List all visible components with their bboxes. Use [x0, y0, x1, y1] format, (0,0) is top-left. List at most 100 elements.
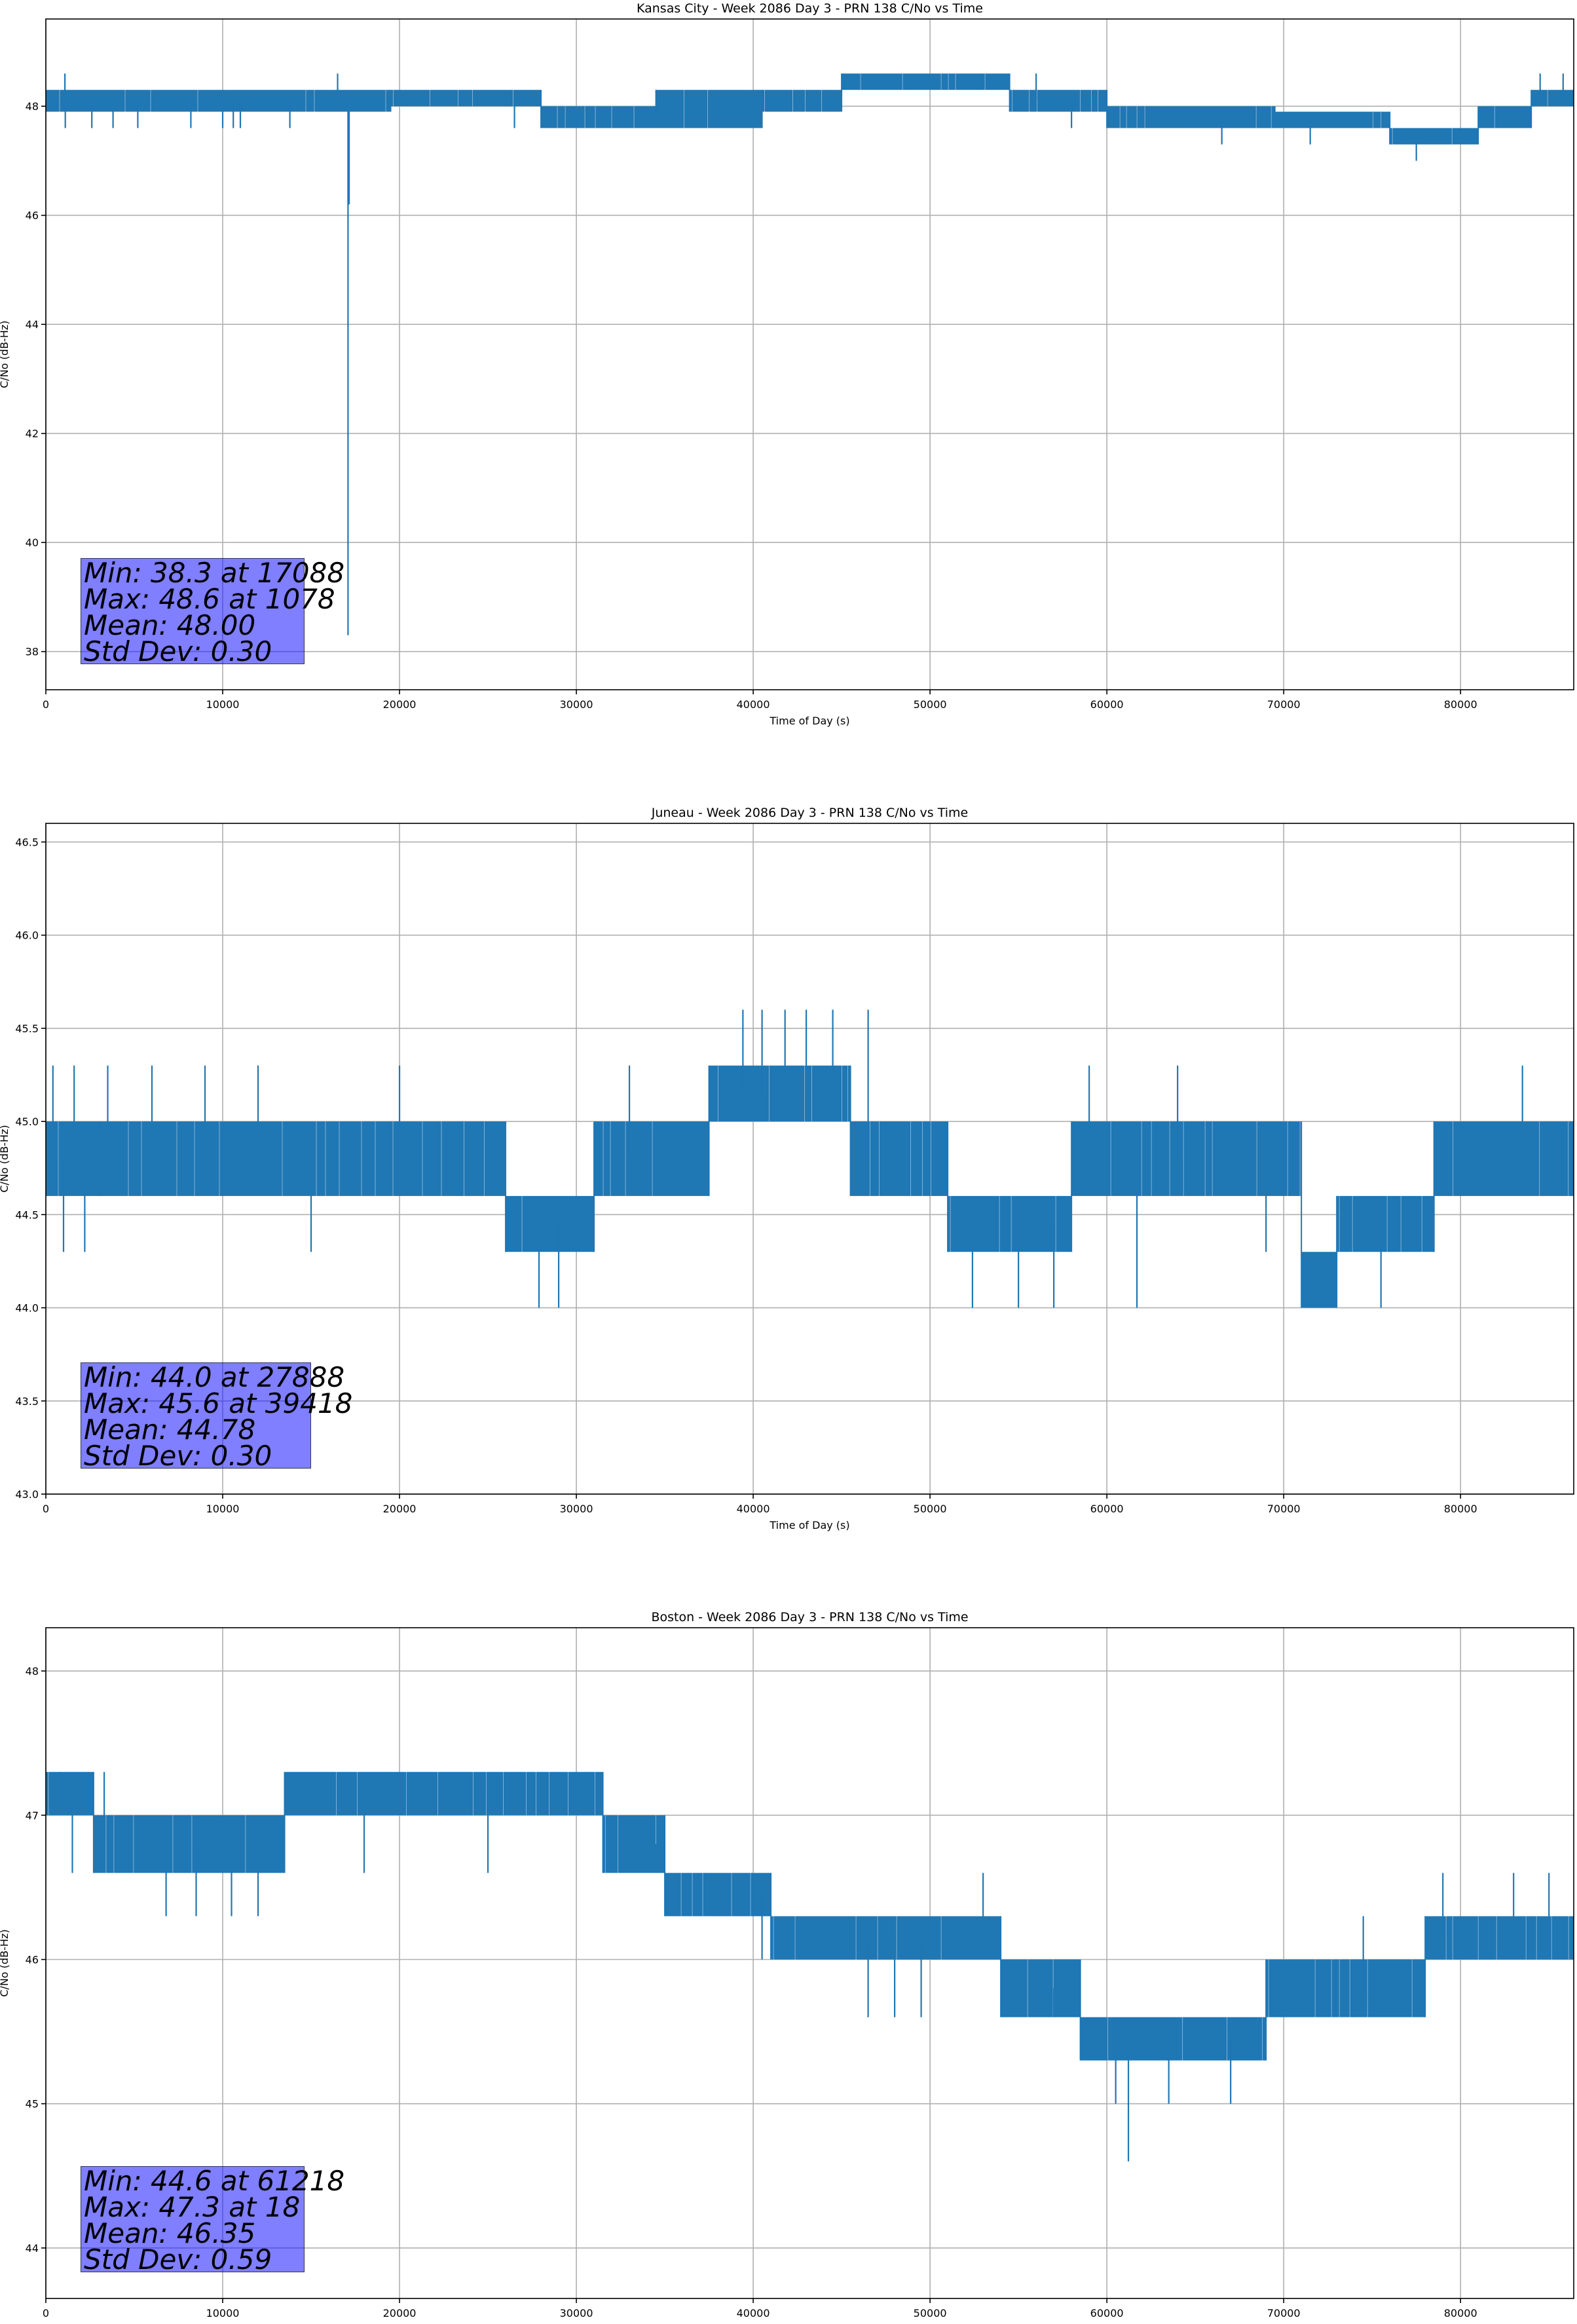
- series-line: [46, 73, 1574, 635]
- x-tick-label: 10000: [206, 2307, 240, 2319]
- data-band: [656, 90, 762, 128]
- x-tick-label: 50000: [914, 2307, 947, 2319]
- y-tick-label: 46: [26, 1953, 39, 1966]
- data-band: [1274, 111, 1390, 128]
- data-band: [1001, 1959, 1081, 2017]
- y-tick-label: 48: [26, 1665, 39, 1677]
- data-band: [390, 90, 542, 107]
- data-band: [762, 90, 842, 112]
- data-band: [665, 1873, 771, 1917]
- data-band: [603, 1815, 665, 1873]
- data-band: [709, 1065, 851, 1122]
- x-tick-label: 0: [43, 2307, 49, 2319]
- x-tick-label: 10000: [206, 698, 240, 711]
- x-tick-label: 30000: [560, 2307, 593, 2319]
- x-tick-label: 30000: [560, 1503, 593, 1515]
- series-line: [46, 1009, 1574, 1308]
- data-band: [99, 1121, 462, 1196]
- data-band: [1080, 2017, 1267, 2061]
- stats-line: Std Dev: 0.59: [84, 2243, 272, 2276]
- data-band: [842, 73, 1010, 90]
- data-band: [1531, 90, 1574, 107]
- y-tick-label: 46.5: [15, 836, 39, 848]
- data-band: [1354, 1959, 1426, 2017]
- stats-annotation: Min: 44.6 at 61218 Max: 47.3 at 18 Mean: 4…: [81, 2166, 344, 2276]
- y-tick-label: 44.0: [15, 1302, 39, 1315]
- chart-title: Kansas City - Week 2086 Day 3 - PRN 138 …: [637, 1, 983, 16]
- data-band: [1266, 1959, 1355, 2017]
- y-tick-label: 45.0: [15, 1115, 39, 1128]
- x-tick-label: 70000: [1267, 2307, 1301, 2319]
- y-tick-label: 47: [26, 1809, 39, 1822]
- x-tick-label: 70000: [1267, 698, 1301, 711]
- data-band: [46, 90, 391, 112]
- data-band: [46, 1772, 94, 1816]
- y-tick-label: 48: [26, 100, 39, 113]
- data-band: [46, 1121, 100, 1196]
- x-tick-label: 70000: [1267, 1503, 1301, 1515]
- x-tick-label: 40000: [737, 698, 770, 711]
- y-tick-label: 43.5: [15, 1395, 39, 1408]
- x-tick-label: 60000: [1090, 1503, 1124, 1515]
- y-tick-label: 46: [26, 210, 39, 222]
- y-tick-label: 44.5: [15, 1209, 39, 1221]
- y-tick-label: 38: [26, 646, 39, 658]
- data-band: [948, 1195, 1072, 1252]
- chart-panel-1: 0 10000 20000 30000 40000 50000 60000 70000 8000…: [0, 1, 1574, 727]
- stats-line: Max: 45.6 at 39418: [84, 1387, 353, 1419]
- stats-line: Max: 48.6 at 1078: [84, 583, 335, 615]
- y-axis-label: C/No (dB-Hz): [0, 320, 10, 388]
- x-axis-label: Time of Day (s): [769, 1519, 849, 1531]
- data-band: [1434, 1121, 1574, 1196]
- x-tick-label: 40000: [737, 1503, 770, 1515]
- y-tick-label: 43.0: [15, 1488, 39, 1501]
- stats-line: Max: 47.3 at 18: [84, 2191, 301, 2223]
- data-band: [771, 1916, 1001, 1960]
- x-tick-label: 40000: [737, 2307, 770, 2319]
- x-tick-label: 20000: [383, 698, 417, 711]
- y-tick-label: 44: [26, 2242, 39, 2255]
- x-tick-label: 60000: [1090, 698, 1124, 711]
- data-band: [461, 1121, 506, 1196]
- stats-line: Mean: 46.35: [84, 2217, 256, 2249]
- x-tick-label: 30000: [560, 698, 593, 711]
- x-tick-label: 50000: [914, 698, 947, 711]
- x-tick-label: 80000: [1444, 698, 1477, 711]
- x-axis-label: Time of Day (s): [769, 715, 849, 727]
- chart-title: Boston - Week 2086 Day 3 - PRN 138 C/No …: [651, 1610, 968, 1624]
- plot-frame: [45, 1627, 1574, 2299]
- data-band: [1071, 1121, 1302, 1196]
- plot-frame: [45, 823, 1574, 1495]
- data-band: [284, 1772, 603, 1816]
- stats-line: Mean: 44.78: [84, 1414, 256, 1446]
- data-band: [93, 1815, 285, 1873]
- stats-line: Std Dev: 0.30: [84, 1440, 272, 1472]
- y-tick-label: 44: [26, 318, 39, 331]
- data-band: [1009, 90, 1107, 112]
- data-band: [850, 1121, 948, 1196]
- data-band: [594, 1121, 709, 1196]
- y-tick-label: 45: [26, 2098, 39, 2110]
- data-band: [1337, 1195, 1434, 1252]
- x-tick-label: 0: [43, 698, 49, 711]
- series-line: [46, 1772, 1574, 2162]
- y-tick-label: 45.5: [15, 1022, 39, 1035]
- data-band: [1478, 106, 1532, 128]
- data-band: [1107, 106, 1275, 128]
- y-tick-label: 42: [26, 428, 39, 440]
- x-tick-label: 0: [43, 1503, 49, 1515]
- x-tick-label: 80000: [1444, 2307, 1477, 2319]
- x-tick-label: 80000: [1444, 1503, 1477, 1515]
- plot-frame: [45, 18, 1574, 690]
- data-band: [1390, 128, 1479, 145]
- stats-line: Min: 38.3 at 17088: [84, 557, 345, 589]
- x-tick-label: 50000: [914, 1503, 947, 1515]
- x-tick-label: 10000: [206, 1503, 240, 1515]
- data-band: [1301, 1252, 1337, 1308]
- y-tick-label: 46.0: [15, 929, 39, 942]
- stats-annotation: Min: 38.3 at 17088 Max: 48.6 at 1078 Mean:…: [81, 557, 345, 665]
- x-tick-label: 60000: [1090, 2307, 1124, 2319]
- chart-panel-2: 0 10000 20000 30000 40000 50000 60000 70000 8000…: [0, 806, 1574, 1531]
- x-tick-label: 20000: [383, 2307, 417, 2319]
